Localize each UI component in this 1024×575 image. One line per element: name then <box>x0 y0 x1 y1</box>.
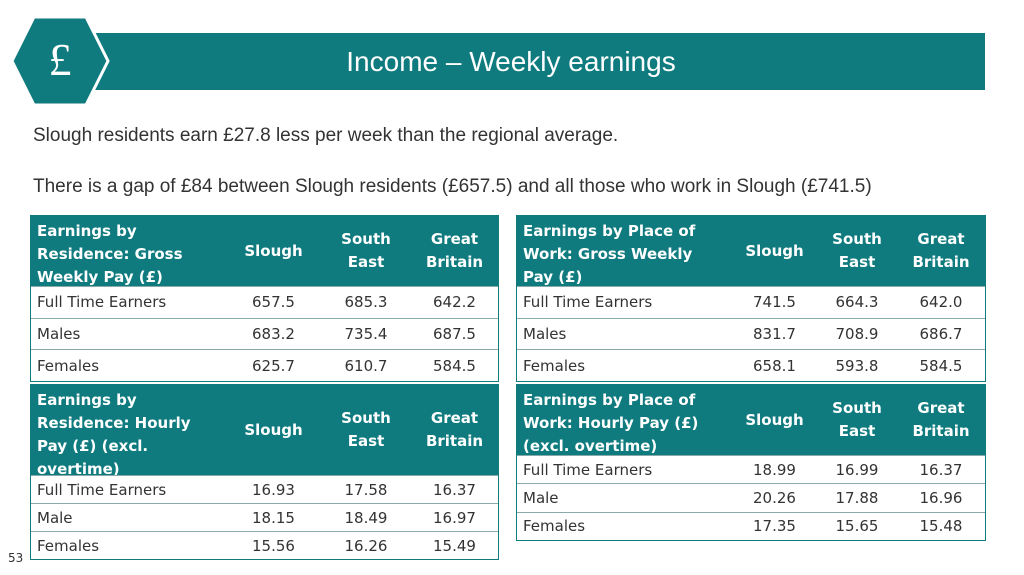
cell: 657.5 <box>226 286 321 318</box>
column-header: Earnings by Place of Work: Hourly Pay (£… <box>517 385 732 455</box>
table: Earnings by Residence: Hourly Pay (£) (e… <box>30 384 499 560</box>
cell: 16.93 <box>226 475 321 503</box>
column-header: South East <box>321 216 411 286</box>
row-label: Females <box>31 531 226 559</box>
column-header: Great Britain <box>411 216 498 286</box>
cell: 17.35 <box>732 511 817 540</box>
row-label: Females <box>517 511 732 540</box>
column-header: Slough <box>226 385 321 475</box>
cell: 642.2 <box>411 286 498 318</box>
column-header: Earnings by Residence: Hourly Pay (£) (e… <box>31 385 226 475</box>
cell: 16.96 <box>897 483 985 511</box>
column-header: Slough <box>732 216 817 286</box>
cell: 15.65 <box>817 511 897 540</box>
row-label: Females <box>517 349 732 381</box>
cell: 593.8 <box>817 349 897 381</box>
cell: 15.56 <box>226 531 321 559</box>
page-number: 53 <box>8 551 24 565</box>
paragraph: Slough residents earn £27.8 less per wee… <box>33 125 619 146</box>
column-header: Slough <box>732 385 817 455</box>
cell: 584.5 <box>897 349 985 381</box>
cell: 20.26 <box>732 483 817 511</box>
table: Earnings by Place of Work: Hourly Pay (£… <box>516 384 986 541</box>
cell: 18.49 <box>321 503 411 531</box>
cell: 683.2 <box>226 317 321 350</box>
column-header: Slough <box>226 216 321 286</box>
cell: 708.9 <box>817 317 897 350</box>
cell: 686.7 <box>897 317 985 350</box>
column-header: Earnings by Residence: Gross Weekly Pay … <box>31 216 226 286</box>
row-label: Females <box>31 349 226 381</box>
column-header: Great Britain <box>897 385 985 455</box>
cell: 16.37 <box>411 475 498 503</box>
icon: £ <box>10 15 110 107</box>
row-label: Male <box>517 483 732 511</box>
cell: 17.58 <box>321 475 411 503</box>
cell: 584.5 <box>411 349 498 381</box>
row-label: Full Time Earners <box>517 286 732 318</box>
cell: 17.88 <box>817 483 897 511</box>
column-header: Great Britain <box>411 385 498 475</box>
cell: 741.5 <box>732 286 817 318</box>
icon-symbol: £ <box>49 34 72 85</box>
title-bar <box>95 33 985 90</box>
cell: 16.26 <box>321 531 411 559</box>
cell: 16.37 <box>897 455 985 483</box>
row-label: Full Time Earners <box>31 286 226 318</box>
row-label: Full Time Earners <box>517 455 732 483</box>
cell: 642.0 <box>897 286 985 318</box>
cell: 831.7 <box>732 317 817 350</box>
row-label: Male <box>31 503 226 531</box>
cell: 16.99 <box>817 455 897 483</box>
column-header: Great Britain <box>897 216 985 286</box>
cell: 735.4 <box>321 317 411 350</box>
table: Earnings by Residence: Gross Weekly Pay … <box>30 215 499 382</box>
cell: 664.3 <box>817 286 897 318</box>
row-label: Males <box>31 317 226 350</box>
table: Earnings by Place of Work: Gross Weekly … <box>516 215 986 382</box>
cell: 687.5 <box>411 317 498 350</box>
cell: 658.1 <box>732 349 817 381</box>
cell: 18.99 <box>732 455 817 483</box>
cell: 15.48 <box>897 511 985 540</box>
cell: 15.49 <box>411 531 498 559</box>
cell: 685.3 <box>321 286 411 318</box>
cell: 16.97 <box>411 503 498 531</box>
row-label: Males <box>517 317 732 350</box>
cell: 610.7 <box>321 349 411 381</box>
column-header: South East <box>321 385 411 475</box>
column-header: South East <box>817 216 897 286</box>
title: Income – Weekly earnings <box>346 46 676 77</box>
row-label: Full Time Earners <box>31 475 226 503</box>
paragraph: There is a gap of £84 between Slough res… <box>33 176 872 197</box>
column-header: Earnings by Place of Work: Gross Weekly … <box>517 216 732 286</box>
cell: 625.7 <box>226 349 321 381</box>
column-header: South East <box>817 385 897 455</box>
cell: 18.15 <box>226 503 321 531</box>
